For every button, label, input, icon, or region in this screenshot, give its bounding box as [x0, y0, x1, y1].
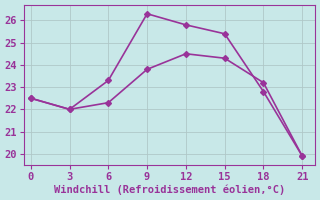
X-axis label: Windchill (Refroidissement éolien,°C): Windchill (Refroidissement éolien,°C) [54, 185, 285, 195]
